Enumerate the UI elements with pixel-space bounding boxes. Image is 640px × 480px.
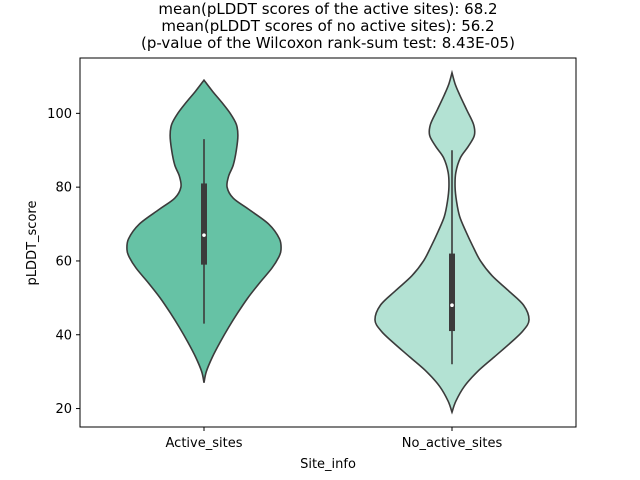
violin-iqr-box-2 [449,253,455,332]
violin-iqr-box-1 [201,183,207,265]
chart-title-line-3: (p-value of the Wilcoxon rank-sum test: … [141,34,515,52]
x-axis-label: Site_info [300,457,356,472]
y-axis: 20 40 60 80 100 [47,107,80,417]
x-tick-label: No_active_sites [402,436,503,451]
y-tick-label: 100 [47,107,72,122]
inner-boxes-layer [201,139,455,365]
violins-layer [126,69,530,415]
y-tick-label: 40 [55,328,72,343]
chart-title-line-2: mean(pLDDT scores of no active sites): 5… [161,17,494,35]
y-tick-label: 60 [55,254,72,269]
chart-title-line-1: mean(pLDDT scores of the active sites): … [158,0,497,18]
x-axis: Active_sites No_active_sites [166,427,503,451]
x-tick-label: Active_sites [166,436,243,451]
y-axis-label: pLDDT_score [25,201,40,286]
violin-median-dot-2 [450,303,454,308]
violin-median-dot-1 [202,233,206,237]
y-tick-label: 80 [55,181,72,196]
plot-area-frame [79,57,577,428]
y-tick-label: 20 [55,402,72,417]
